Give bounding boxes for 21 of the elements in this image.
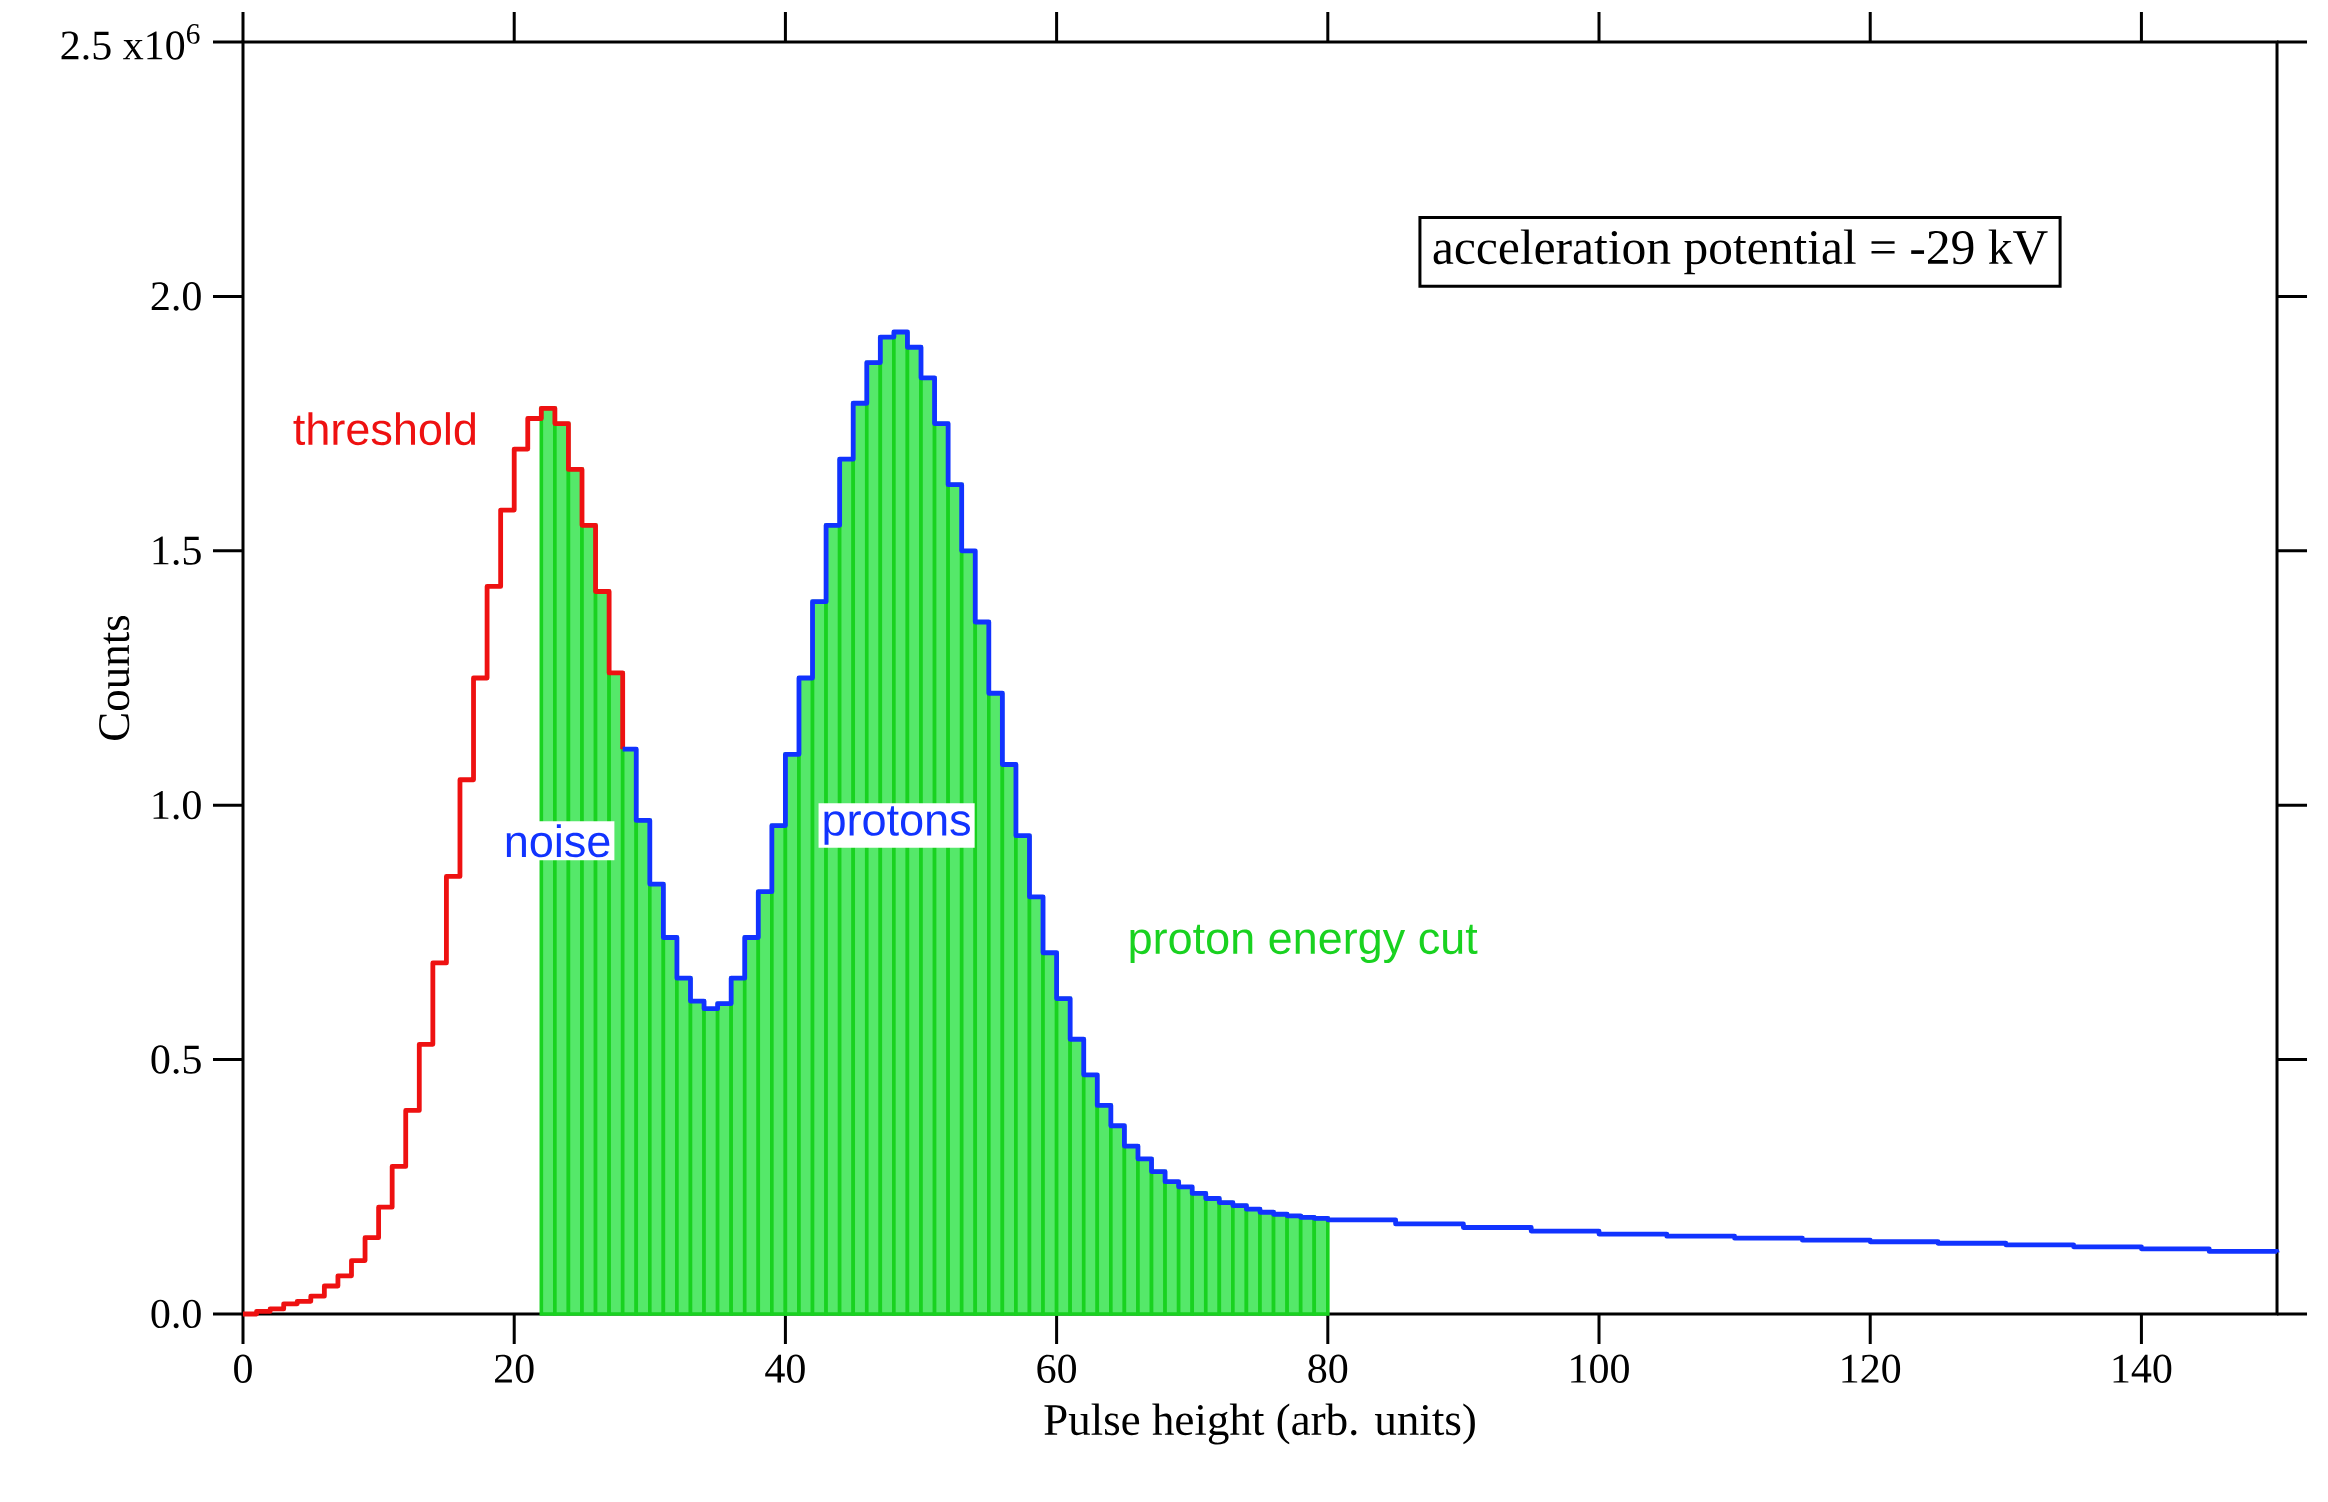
x-tick-label: 120 bbox=[1842, 1354, 1901, 1383]
annotation: proton energy cut bbox=[1130, 924, 1478, 963]
annotation: noise bbox=[506, 824, 610, 858]
y-tick-label: 1.0 bbox=[153, 790, 201, 820]
text: 2.5 x10$^{6}$ bbox=[61, 24, 200, 60]
x-tick-label: 40 bbox=[765, 1354, 805, 1383]
annotation: acceleration potential = -29 kV bbox=[1433, 229, 2048, 275]
annotation: threshold bbox=[293, 412, 476, 446]
x-tick-label: 20 bbox=[495, 1354, 534, 1383]
x-axis-title: Pulse height (arb. units) bbox=[1044, 1403, 1475, 1445]
y-tick-label: 0.0 bbox=[151, 1299, 201, 1329]
x-tick-label: 60 bbox=[1037, 1354, 1076, 1383]
y-tick-label: 0.5 bbox=[151, 1045, 201, 1074]
x-tick-label: 80 bbox=[1308, 1354, 1348, 1383]
x-tick-label: 140 bbox=[2113, 1354, 2172, 1383]
x-tick-label: 100 bbox=[1571, 1354, 1629, 1383]
x-tick-label: 0 bbox=[234, 1354, 252, 1383]
y-axis-title: Counts bbox=[99, 615, 130, 740]
annotation: protons bbox=[824, 806, 970, 845]
y-tick-label: 2.0 bbox=[151, 282, 201, 311]
y-tick-label: 1.5 bbox=[153, 536, 201, 565]
